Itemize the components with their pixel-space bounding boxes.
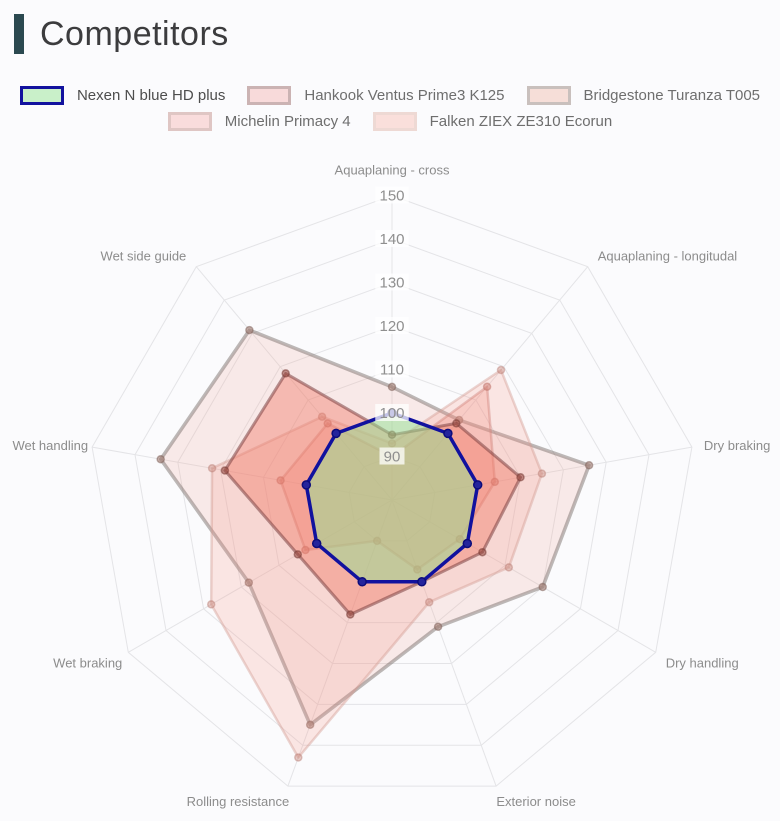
legend-label: Falken ZIEX ZE310 Ecorun	[429, 113, 613, 130]
series-point	[538, 582, 547, 592]
series-point	[472, 480, 483, 490]
tick-backdrop	[375, 317, 409, 334]
legend-swatch	[372, 112, 417, 131]
legend-item[interactable]: Hankook Ventus Prime3 K125	[247, 86, 505, 105]
series-point	[294, 753, 303, 762]
series-polygon	[304, 411, 480, 584]
page-header: Competitors	[14, 14, 229, 54]
series-point	[206, 600, 216, 609]
axis-label: Wet handling	[12, 438, 88, 453]
series-point	[433, 622, 443, 631]
series-point	[317, 412, 327, 421]
series-point	[311, 538, 322, 549]
tick-backdrop	[375, 186, 409, 204]
axis-label: Dry braking	[704, 438, 770, 453]
series-point	[482, 382, 492, 391]
series-point	[305, 720, 315, 730]
series-point	[443, 428, 453, 439]
legend-swatch	[526, 86, 571, 105]
legend-label: Hankook Ventus Prime3 K125	[304, 87, 505, 104]
legend-item[interactable]: Nexen N blue HD plus	[19, 86, 226, 105]
tick-backdrop	[375, 273, 409, 291]
legend-row-2: Michelin Primacy 4 Falken ZIEX ZE310 Ecor…	[0, 112, 780, 131]
series-point	[331, 428, 341, 439]
legend-label: Nexen N blue HD plus	[76, 87, 226, 104]
series-point	[276, 476, 285, 485]
series-point	[301, 480, 312, 490]
series-point	[496, 365, 506, 375]
tick-backdrop	[379, 447, 405, 465]
legend-item[interactable]: Bridgestone Turanza T005	[526, 86, 761, 105]
tick-backdrop	[375, 230, 409, 247]
series-point	[357, 577, 367, 587]
series-point	[490, 477, 500, 487]
legend-swatch	[19, 86, 64, 105]
series-point	[244, 578, 254, 587]
series-point	[293, 550, 303, 559]
tick-backdrop	[375, 404, 409, 421]
title-accent-bar	[14, 14, 24, 54]
legend-swatch	[247, 86, 292, 105]
series-point	[417, 577, 427, 587]
tick-label: 120	[379, 318, 404, 335]
series-point	[387, 382, 397, 392]
legend-item[interactable]: Michelin Primacy 4	[167, 112, 351, 131]
axis-label: Aquaplaning - longitudal	[598, 249, 738, 264]
chart-legend: Nexen N blue HD plus Hankook Ventus Prime…	[0, 86, 780, 131]
series-point	[156, 454, 165, 464]
grid-ring	[91, 194, 693, 787]
series-point	[424, 597, 434, 607]
series-point	[537, 469, 547, 478]
legend-row-1: Nexen N blue HD plus Hankook Ventus Prime…	[0, 86, 780, 105]
series-point	[301, 545, 310, 555]
grid-ring	[134, 238, 650, 746]
legend-swatch	[167, 112, 212, 131]
series-point	[281, 369, 290, 378]
tick-label: 90	[384, 449, 401, 466]
grid-ring	[177, 281, 607, 705]
tick-backdrop	[375, 360, 409, 378]
series-point	[478, 547, 487, 557]
series-point	[584, 461, 594, 470]
series-point	[245, 325, 254, 335]
tick-label: 140	[379, 231, 404, 248]
legend-item[interactable]: Falken ZIEX ZE310 Ecorun	[372, 112, 613, 131]
axis-label: Wet braking	[53, 655, 122, 670]
axis-label: Aquaplaning - cross	[335, 163, 450, 178]
series-point	[452, 419, 461, 428]
legend-label: Michelin Primacy 4	[224, 113, 351, 130]
series-point	[504, 563, 514, 572]
legend-label: Bridgestone Turanza T005	[583, 87, 761, 104]
axis-label: Wet side guide	[101, 249, 187, 264]
tick-label: 110	[380, 362, 404, 379]
tick-label: 130	[379, 275, 404, 292]
tick-label: 100	[379, 405, 404, 422]
grid-ring	[262, 368, 522, 624]
page-title: Competitors	[40, 14, 229, 53]
series-point	[462, 538, 473, 549]
series-point	[220, 466, 230, 475]
series-point	[346, 610, 355, 619]
series-point	[207, 464, 217, 473]
axis-label: Dry handling	[666, 655, 739, 670]
series-point	[323, 419, 332, 428]
tick-label: 150	[379, 188, 404, 205]
axis-label: Rolling resistance	[187, 794, 290, 809]
axis-label: Exterior noise	[496, 794, 575, 809]
series-point	[516, 473, 525, 482]
